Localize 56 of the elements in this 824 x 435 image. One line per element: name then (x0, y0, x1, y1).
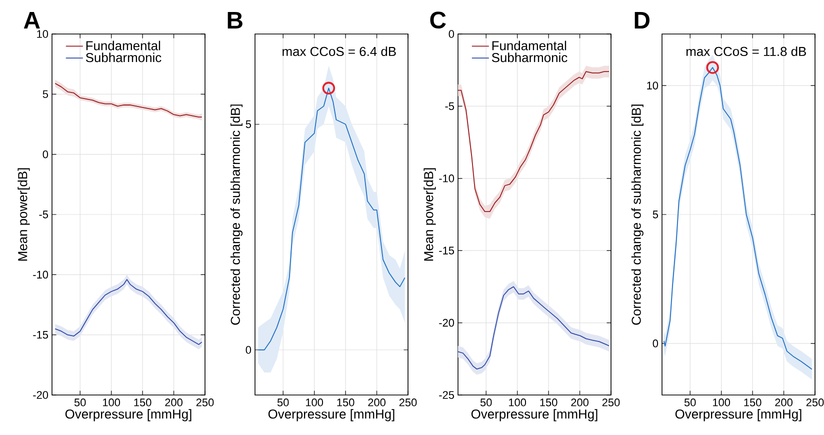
y-tick-label: 0 (448, 30, 454, 38)
annotation: max CCoS = 11.8 dB (686, 46, 806, 56)
y-axis-title: Corrected change of subharmonic [dB] (631, 104, 644, 325)
y-tick-label: 5 (652, 210, 658, 218)
x-tick-label: 150 (337, 398, 354, 406)
x-tick-label: 200 (571, 398, 588, 406)
chart-title: C (430, 12, 446, 28)
x-tick-label: 50 (277, 398, 289, 406)
y-tick-label: 0 (246, 346, 252, 354)
y-tick-label: -20 (439, 318, 454, 327)
y-axis-title: Mean power[dB] (18, 168, 30, 261)
legend-label: Subharmonic (86, 52, 162, 62)
x-tick-label: 200 (368, 398, 386, 406)
legend-label: Fundamental (492, 40, 566, 50)
y-tick-label: -5 (39, 210, 48, 218)
y-tick-label: -25 (439, 391, 454, 399)
x-tick-label: 250 (806, 398, 824, 406)
x-tick-label: 250 (196, 398, 214, 406)
x-tick-label: 100 (103, 398, 120, 406)
annotation: max CCoS = 6.4 dB (282, 46, 396, 56)
y-tick-label: 10 (647, 82, 658, 90)
legend-label: Fundamental (86, 40, 160, 50)
x-tick-label: 50 (684, 398, 696, 406)
y-axis-title: Corrected change of subharmonic [dB] (230, 104, 243, 325)
x-tick-label: 100 (306, 398, 324, 406)
x-tick-label: 150 (744, 398, 762, 406)
x-axis-title: Overpressure [mmHg] (65, 409, 192, 422)
y-tick-label: 5 (42, 90, 48, 98)
chart-title: A (24, 12, 40, 28)
chart-title: B (228, 12, 242, 28)
y-tick-label: -15 (439, 246, 454, 254)
x-tick-label: 100 (713, 398, 730, 406)
y-tick-label: 0 (652, 340, 658, 348)
x-tick-label: 150 (134, 398, 152, 406)
x-tick-label: 200 (165, 398, 182, 406)
y-tick-label: 10 (37, 30, 48, 38)
x-tick-label: 200 (775, 398, 792, 406)
legend-label: Subharmonic (492, 52, 568, 62)
y-tick-label: -5 (445, 102, 454, 110)
y-tick-label: -10 (439, 174, 454, 182)
x-axis-title: Overpressure [mmHg] (675, 409, 802, 422)
y-tick-label: -15 (33, 331, 48, 339)
chart-title: D (634, 12, 650, 28)
x-tick-label: 150 (540, 398, 558, 406)
x-tick-label: 250 (602, 398, 620, 406)
y-tick-label: 0 (42, 150, 48, 158)
y-tick-label: -10 (33, 270, 48, 279)
x-tick-label: 50 (480, 398, 492, 406)
x-axis-title: Overpressure [mmHg] (471, 409, 598, 422)
y-axis-title: Mean power[dB] (424, 168, 436, 261)
x-tick-label: 100 (509, 398, 526, 406)
x-tick-label: 250 (399, 398, 417, 406)
y-tick-label: 5 (246, 120, 252, 128)
y-tick-label: -20 (33, 391, 48, 399)
x-axis-title: Overpressure [mmHg] (268, 409, 394, 422)
x-tick-label: 50 (74, 398, 86, 406)
